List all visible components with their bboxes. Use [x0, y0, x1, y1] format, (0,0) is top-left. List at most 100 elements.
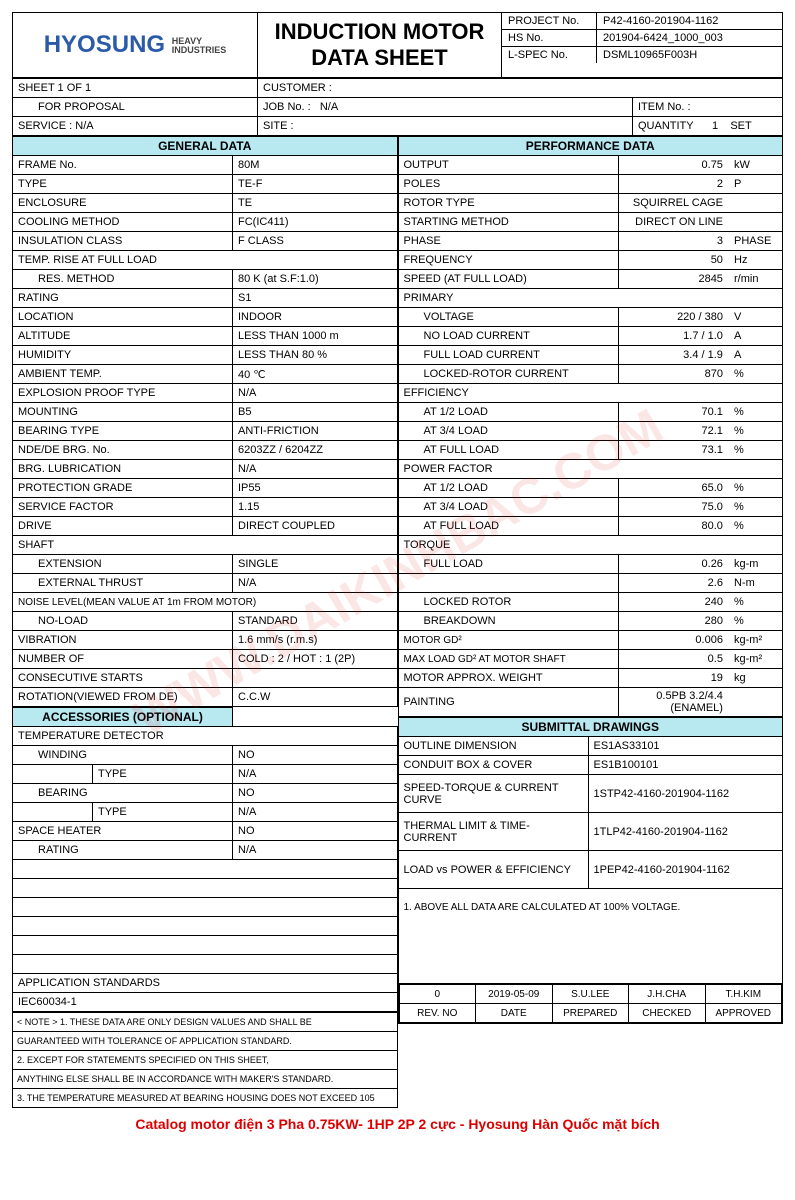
data-row: MOUNTINGB5	[13, 403, 398, 422]
acc-row	[13, 955, 398, 974]
row-val: 870 %	[618, 365, 783, 384]
signoff-val: 0	[399, 985, 476, 1004]
data-row: AT FULL LOAD80.0 %	[398, 517, 783, 536]
row-val: NO	[233, 822, 398, 841]
logo-text: HYOSUNG HEAVYINDUSTRIES	[44, 31, 227, 59]
row-key: EXTENSION	[13, 555, 233, 574]
acc-row: BEARINGNO	[13, 784, 398, 803]
row-val: TE	[233, 194, 398, 213]
meta-val: 201904-6424_1000_003	[597, 30, 782, 46]
data-row: NO-LOADSTANDARD	[13, 612, 398, 631]
row-val: S1	[233, 289, 398, 308]
row-val: 6203ZZ / 6204ZZ	[233, 441, 398, 460]
logo-block: HYOSUNG HEAVYINDUSTRIES	[13, 13, 258, 77]
row-val: SINGLE	[233, 555, 398, 574]
note-row: < NOTE > 1. THESE DATA ARE ONLY DESIGN V…	[13, 1013, 398, 1032]
row-val: COLD : 2 / HOT : 1 (2P)	[233, 650, 398, 669]
row-val: ES1AS33101	[588, 737, 783, 756]
row-key: CONDUIT BOX & COVER	[398, 756, 588, 775]
signoff-val: S.U.LEE	[552, 985, 629, 1004]
row-val: B5	[233, 403, 398, 422]
acc-row: TEMPERATURE DETECTOR	[13, 727, 398, 746]
data-row: TEMP. RISE AT FULL LOAD	[13, 251, 398, 270]
acc-row: TYPEN/A	[13, 803, 398, 822]
meta-key: HS No.	[502, 30, 597, 46]
meta-key: L-SPEC No.	[502, 47, 597, 63]
row-val: LESS THAN 1000 m	[233, 327, 398, 346]
row-key: RATING	[13, 841, 233, 860]
data-row: AT 3/4 LOAD75.0 %	[398, 498, 783, 517]
data-row: NO LOAD CURRENT1.7 / 1.0 A	[398, 327, 783, 346]
data-row: PAINTING0.5PB 3.2/4.4 (ENAMEL)	[398, 688, 783, 717]
acc-row: APPLICATION STANDARDS	[13, 974, 398, 993]
row-key: RATING	[13, 289, 233, 308]
note-cell: < NOTE > 1. THESE DATA ARE ONLY DESIGN V…	[13, 1013, 398, 1032]
data-row: RES. METHOD80 K (at S.F:1.0)	[13, 270, 398, 289]
site-cell: SITE :	[258, 117, 633, 136]
row-key: LOCATION	[13, 308, 233, 327]
subm-row: CONDUIT BOX & COVERES1B100101	[398, 756, 783, 775]
row-key: AT 1/2 LOAD	[398, 403, 618, 422]
row-key: STARTING METHOD	[398, 213, 618, 232]
data-row: AT 1/2 LOAD65.0 %	[398, 479, 783, 498]
data-row: INSULATION CLASSF CLASS	[13, 232, 398, 251]
data-row: BREAKDOWN280 %	[398, 612, 783, 631]
note-row: 3. THE TEMPERATURE MEASURED AT BEARING H…	[13, 1089, 398, 1108]
row-key: WINDING	[13, 746, 233, 765]
row-val: LESS THAN 80 %	[233, 346, 398, 365]
data-row: ROTOR TYPESQUIRREL CAGE	[398, 194, 783, 213]
data-row: RATINGS1	[13, 289, 398, 308]
data-row: LOCATIONINDOOR	[13, 308, 398, 327]
data-row: EXTERNAL THRUSTN/A	[13, 574, 398, 593]
signoff-col: PREPARED	[552, 1004, 629, 1023]
proposal-cell: FOR PROPOSAL	[13, 98, 258, 117]
row-val: 72.1 %	[618, 422, 783, 441]
data-row: POLES2 P	[398, 175, 783, 194]
row-key: DRIVE	[13, 517, 233, 536]
row-val: FC(IC411)	[233, 213, 398, 232]
meta-val: P42-4160-201904-1162	[597, 13, 782, 29]
row-val: N/A	[233, 803, 398, 822]
data-row: PRIMARY	[398, 289, 783, 308]
row-key: EXTERNAL THRUST	[13, 574, 233, 593]
row-key: SPEED (AT FULL LOAD)	[398, 270, 618, 289]
row-val: 0.5 kg-m²	[618, 650, 783, 669]
acc-row	[13, 917, 398, 936]
signoff-col: CHECKED	[629, 1004, 706, 1023]
data-row: CONSECUTIVE STARTS	[13, 669, 398, 688]
row-val: ANTI-FRICTION	[233, 422, 398, 441]
data-row: FULL LOAD0.26 kg-m	[398, 555, 783, 574]
data-row: FULL LOAD CURRENT3.4 / 1.9 A	[398, 346, 783, 365]
acc-row: SPACE HEATERNO	[13, 822, 398, 841]
data-row: OUTPUT0.75 kW	[398, 156, 783, 175]
row-key: ROTATION(VIEWED FROM DE)	[13, 688, 233, 707]
row-key: LOCKED ROTOR	[398, 593, 618, 612]
row-val: 65.0 %	[618, 479, 783, 498]
row-val: 80M	[233, 156, 398, 175]
performance-data-table: PERFORMANCE DATA OUTPUT0.75 kWPOLES2 PRO…	[398, 136, 784, 717]
row-val: 1.6 mm/s (r.m.s)	[233, 631, 398, 650]
row-val: 0.26 kg-m	[618, 555, 783, 574]
notes-table: < NOTE > 1. THESE DATA ARE ONLY DESIGN V…	[12, 1012, 398, 1108]
header-meta-row: L-SPEC No.DSML10965F003H	[502, 47, 782, 63]
acc-row: TYPEN/A	[13, 765, 398, 784]
signoff-val: J.H.CHA	[629, 985, 706, 1004]
data-row: ENCLOSURETE	[13, 194, 398, 213]
acc-row	[13, 898, 398, 917]
acc-row	[13, 936, 398, 955]
data-row: VIBRATION1.6 mm/s (r.m.s)	[13, 631, 398, 650]
sub-key: TYPE	[93, 765, 233, 784]
sub-key: TYPE	[93, 803, 233, 822]
signoff-val: T.H.KIM	[705, 985, 782, 1004]
row-val: 220 / 380 V	[618, 308, 783, 327]
row-val: N/A	[233, 765, 398, 784]
row-key: BEARING	[13, 784, 233, 803]
row-val: DIRECT COUPLED	[233, 517, 398, 536]
row-key: LOAD vs POWER & EFFICIENCY	[398, 851, 588, 889]
row-key: NDE/DE BRG. No.	[13, 441, 233, 460]
sheet-cell: SHEET 1 OF 1	[13, 79, 258, 98]
empty-cell	[13, 936, 398, 955]
row-key: MOTOR APPROX. WEIGHT	[398, 669, 618, 688]
empty-cell	[13, 955, 398, 974]
row-key: LOCKED-ROTOR CURRENT	[398, 365, 618, 384]
